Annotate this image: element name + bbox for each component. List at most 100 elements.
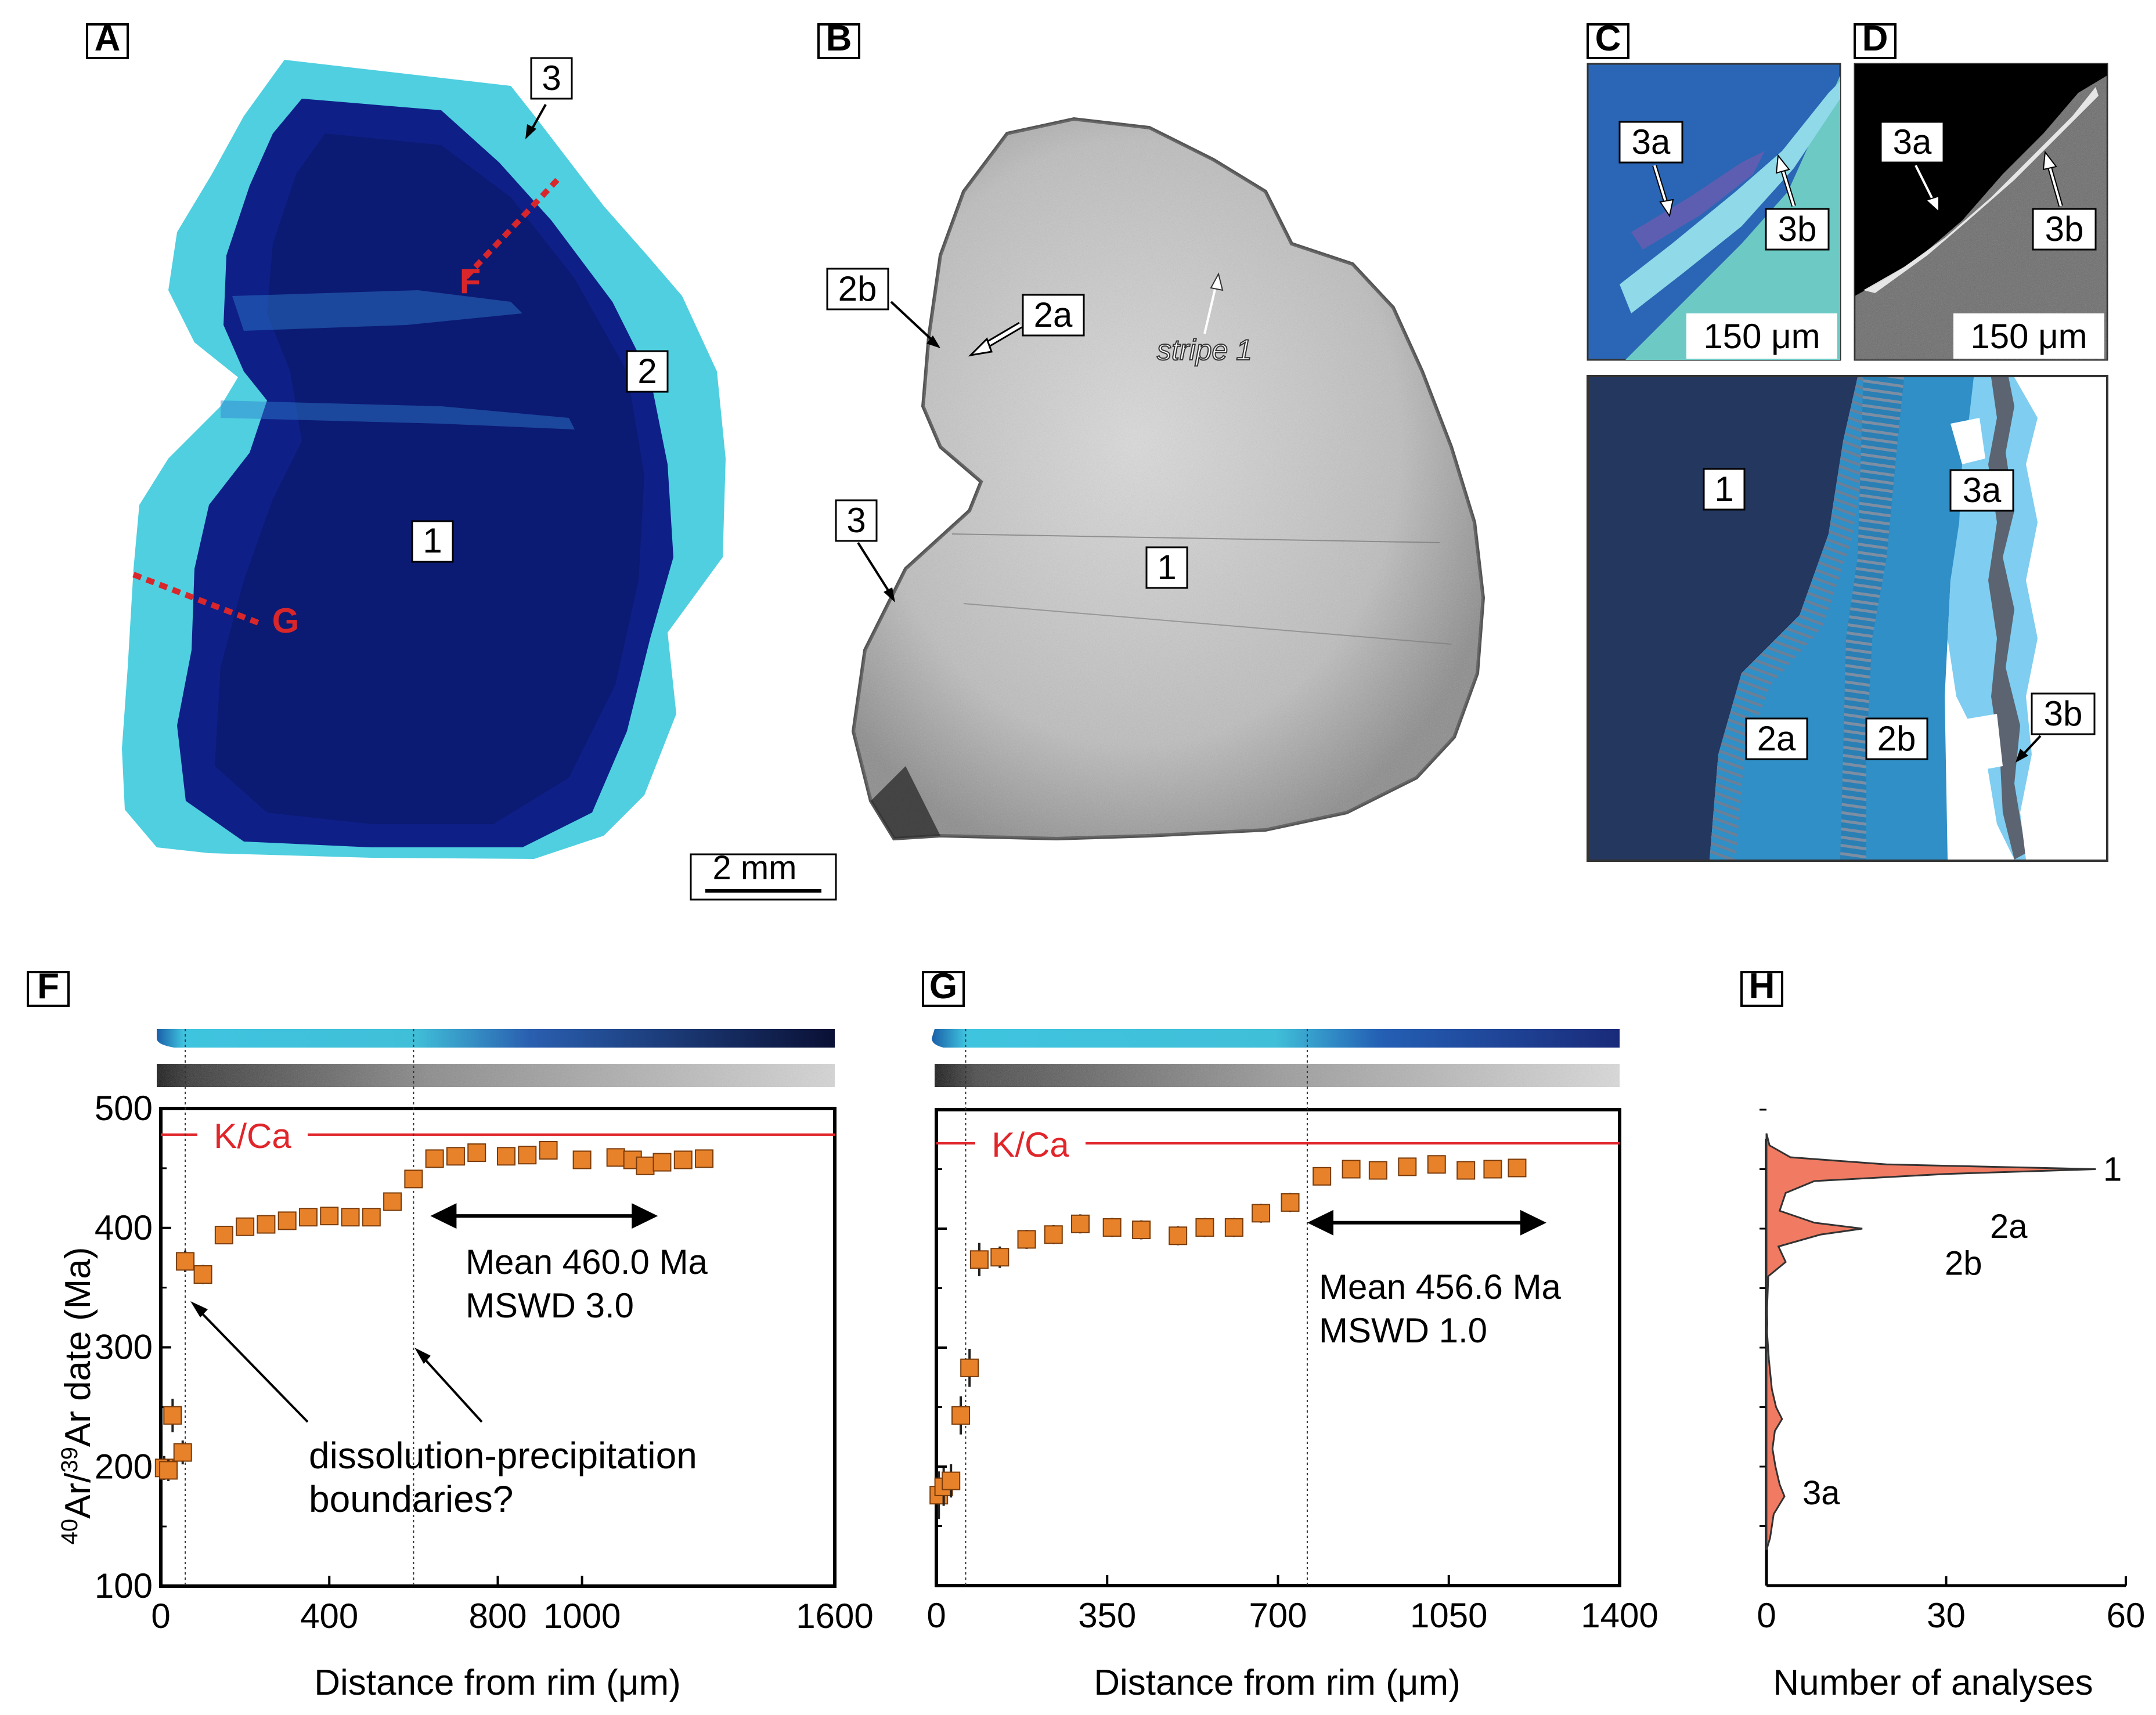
zone-3a-label: 3a <box>1893 122 1932 161</box>
panel-label-box <box>817 23 860 59</box>
data-marker <box>1281 1193 1300 1212</box>
mean-text-line2: MSWD 1.0 <box>1319 1311 1487 1350</box>
data-marker <box>1483 1160 1502 1179</box>
panel-f: F K/Ca 100 200 300 400 500 0 400 800 1000 1600 Me… <box>27 966 874 1703</box>
x-tick-label: 700 <box>1249 1596 1307 1635</box>
panel-label-f: F <box>37 966 59 1006</box>
x-tick-label: 800 <box>468 1597 527 1635</box>
data-point <box>277 1211 297 1230</box>
data-marker <box>193 1265 212 1284</box>
panel-d: D 3a 3b 150 μm <box>1854 19 2108 361</box>
data-marker <box>404 1169 423 1189</box>
zone-2-label: 2 <box>637 352 657 391</box>
data-point <box>257 1215 276 1234</box>
uv-bright-band <box>1620 81 1840 313</box>
x-tick-label: 0 <box>1757 1596 1776 1635</box>
zone-2a-hatch <box>1710 377 1881 860</box>
data-point <box>214 1226 233 1245</box>
panel-label-box <box>1740 971 1783 1007</box>
panel-g: G K/Ca 0 350 700 1050 1400 Mean 456.6 Ma MSW… <box>922 966 1659 1703</box>
peak-label: 1 <box>2103 1151 2122 1189</box>
mean-text-line1: Mean 460.0 Ma <box>466 1243 708 1281</box>
data-point <box>518 1146 537 1165</box>
data-marker <box>1044 1225 1063 1244</box>
scale-bar-text: 2 mm <box>713 849 797 887</box>
arrowhead <box>926 335 940 348</box>
kca-box <box>975 1129 1086 1161</box>
core-banding <box>221 290 575 429</box>
arrowhead <box>525 124 536 139</box>
data-marker <box>341 1208 360 1227</box>
data-marker <box>236 1217 255 1236</box>
data-point <box>1456 1161 1476 1180</box>
profile-g-line <box>132 572 262 627</box>
zone-box <box>1618 121 1683 164</box>
x-tick-label: 60 <box>2107 1596 2146 1635</box>
zone-box <box>1145 546 1188 589</box>
zone-3b-label: 3b <box>2045 210 2084 248</box>
y-tick-label: 400 <box>95 1208 153 1247</box>
peak-label: 2b <box>1945 1244 1982 1282</box>
kca-box <box>197 1120 308 1152</box>
zone-1-label: 1 <box>1714 470 1733 508</box>
data-point <box>159 1459 178 1481</box>
arrowhead <box>1307 1209 1333 1236</box>
mean-text-line2: MSWD 3.0 <box>466 1286 634 1325</box>
data-point <box>695 1149 714 1168</box>
data-marker <box>1427 1155 1446 1174</box>
data-marker <box>1252 1204 1271 1223</box>
zone-box <box>1022 294 1085 337</box>
data-marker <box>176 1252 195 1271</box>
data-marker <box>1508 1158 1527 1178</box>
series-g <box>929 1155 1527 1519</box>
arrow <box>2048 165 2062 207</box>
x-axis-label-h: Number of analyses <box>1773 1663 2093 1703</box>
panel-label-box <box>1587 23 1629 59</box>
data-point <box>236 1217 255 1236</box>
x-tick-label: 400 <box>300 1597 358 1635</box>
data-point <box>193 1265 212 1284</box>
data-point <box>673 1150 693 1169</box>
zone-3-label: 3 <box>542 59 561 98</box>
data-marker <box>518 1146 537 1165</box>
zone-1-label: 1 <box>1157 548 1176 587</box>
x-axis-label-f: Distance from rim (μm) <box>314 1663 681 1703</box>
zone-1-area <box>1589 377 1858 860</box>
data-marker <box>383 1192 402 1211</box>
arrowhead <box>2042 150 2057 171</box>
kca-label: K/Ca <box>214 1117 291 1156</box>
zone-box <box>2032 208 2097 251</box>
profile-f-line <box>462 178 560 281</box>
y-tick-label: 300 <box>95 1328 153 1367</box>
arrow <box>890 301 936 344</box>
embayment <box>1951 418 2003 772</box>
data-point <box>320 1207 339 1226</box>
x-tick-label: 1400 <box>1581 1596 1658 1635</box>
panel-label-d: D <box>1862 19 1888 59</box>
kca-label: K/Ca <box>992 1125 1069 1164</box>
arrow <box>2022 735 2042 756</box>
panel-b: B 2b 2a stripe 1 3 1 <box>817 19 1486 841</box>
data-point <box>606 1148 625 1167</box>
data-marker <box>990 1248 1010 1267</box>
zone-box <box>2031 692 2096 735</box>
zone-3a-label: 3a <box>1632 122 1671 161</box>
boundary-arrow <box>423 1357 483 1423</box>
zone-box <box>1765 208 1830 251</box>
zone-box <box>411 520 454 563</box>
bse-dark-edge <box>871 766 940 839</box>
x-tick-label: 1600 <box>796 1597 873 1635</box>
x-tick-label: 1050 <box>1410 1596 1487 1635</box>
arrowhead <box>1210 272 1224 291</box>
data-marker <box>572 1150 592 1169</box>
data-point <box>1483 1160 1502 1179</box>
panel-label-box <box>1854 23 1897 59</box>
x-tick-label: 0 <box>926 1596 946 1635</box>
x-tick-label: 1000 <box>543 1597 621 1635</box>
data-marker <box>1398 1157 1417 1176</box>
data-point <box>1427 1155 1446 1174</box>
zone-2a-label: 2a <box>1757 719 1796 758</box>
arrow <box>1203 284 1217 334</box>
data-marker <box>942 1471 961 1490</box>
data-point <box>1342 1160 1361 1179</box>
